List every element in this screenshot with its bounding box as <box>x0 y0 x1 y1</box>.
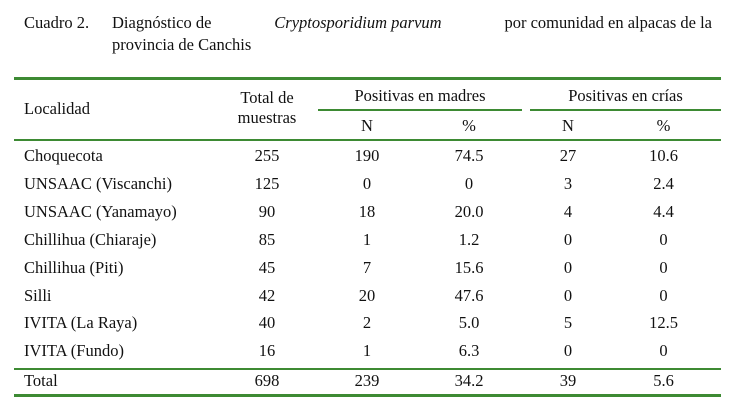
row-localidad: Chillihua (Piti) <box>24 258 124 277</box>
row-crias-n: 0 <box>563 341 573 360</box>
row-total: 90 <box>258 202 276 221</box>
header-positivas-madres: Positivas en madres <box>354 86 486 105</box>
total-row-localidad: Total <box>24 371 58 390</box>
caption-suffix: por comunidad en alpacas de la <box>504 13 712 32</box>
header-crias-pct: % <box>656 116 671 135</box>
row-crias-pct: 2.4 <box>653 174 674 193</box>
row-total: 40 <box>258 313 276 332</box>
caption-species: Cryptosporidium parvum <box>274 13 442 32</box>
row-madres-n: 0 <box>362 174 372 193</box>
total-row-crias-n: 39 <box>559 371 577 390</box>
caption-line-2: provincia de Canchis <box>112 35 252 54</box>
row-crias-n: 0 <box>563 230 573 249</box>
row-localidad: Silli <box>24 286 52 305</box>
row-crias-pct: 0 <box>659 258 668 277</box>
row-crias-pct: 10.6 <box>649 146 678 165</box>
row-madres-n: 2 <box>362 313 372 332</box>
row-total: 85 <box>258 230 276 249</box>
madres-group-rule <box>318 109 522 111</box>
row-localidad: UNSAAC (Viscanchi) <box>24 174 172 193</box>
row-madres-pct: 0 <box>464 174 474 193</box>
row-madres-n: 18 <box>358 202 376 221</box>
crias-group-rule <box>530 109 721 111</box>
row-madres-pct: 6.3 <box>458 341 480 360</box>
row-crias-n: 27 <box>559 146 577 165</box>
row-crias-pct: 0 <box>659 286 668 305</box>
row-total: 255 <box>254 146 280 165</box>
row-crias-pct: 4.4 <box>653 202 674 221</box>
row-total: 45 <box>258 258 276 277</box>
header-crias-n: N <box>562 116 574 135</box>
row-madres-pct: 20.0 <box>454 202 484 221</box>
row-localidad: IVITA (La Raya) <box>24 313 138 332</box>
total-row-crias-pct: 5.6 <box>653 371 674 390</box>
row-crias-pct: 0 <box>659 230 668 249</box>
row-total: 125 <box>254 174 280 193</box>
total-row-madres-n: 239 <box>354 371 380 390</box>
row-localidad: IVITA (Fundo) <box>24 341 124 360</box>
row-crias-pct: 0 <box>659 341 668 360</box>
row-madres-n: 7 <box>362 258 372 277</box>
row-madres-n: 1 <box>362 230 372 249</box>
total-top-rule <box>14 368 721 370</box>
header-localidad: Localidad <box>24 99 90 118</box>
caption-label: Cuadro 2. <box>24 13 90 32</box>
row-madres-n: 190 <box>354 146 380 165</box>
row-crias-pct: 12.5 <box>649 313 678 332</box>
header-madres-n: N <box>361 116 373 135</box>
row-localidad: Chillihua (Chiaraje) <box>24 230 157 249</box>
row-total: 42 <box>258 286 276 305</box>
row-total: 16 <box>258 341 276 360</box>
total-row-total: 698 <box>254 371 280 390</box>
row-madres-n: 20 <box>358 286 376 305</box>
row-crias-n: 5 <box>563 313 573 332</box>
row-madres-pct: 47.6 <box>454 286 484 305</box>
row-crias-n: 3 <box>563 174 573 193</box>
header-bottom-rule <box>14 139 721 141</box>
row-crias-n: 0 <box>563 258 573 277</box>
row-crias-n: 0 <box>563 286 573 305</box>
row-madres-pct: 1.2 <box>458 230 480 249</box>
row-localidad: Choquecota <box>24 146 103 165</box>
table-top-rule <box>14 77 721 80</box>
row-madres-pct: 5.0 <box>458 313 480 332</box>
header-madres-pct: % <box>462 116 476 135</box>
total-row-madres-pct: 34.2 <box>454 371 484 390</box>
row-crias-n: 4 <box>563 202 573 221</box>
caption-prefix: Diagnóstico de <box>112 13 212 32</box>
row-madres-n: 1 <box>362 341 372 360</box>
table-bottom-rule <box>14 394 721 397</box>
caption-text: Diagnóstico de Cryptosporidium parvum po… <box>112 12 712 56</box>
row-madres-pct: 15.6 <box>454 258 484 277</box>
caption-line-1: Diagnóstico de Cryptosporidium parvum po… <box>112 12 712 34</box>
row-localidad: UNSAAC (Yanamayo) <box>24 202 177 221</box>
row-madres-pct: 74.5 <box>454 146 484 165</box>
header-total-line1: Total de <box>240 88 294 107</box>
header-total-line2: muestras <box>237 108 297 127</box>
header-positivas-crias: Positivas en crías <box>568 86 683 105</box>
